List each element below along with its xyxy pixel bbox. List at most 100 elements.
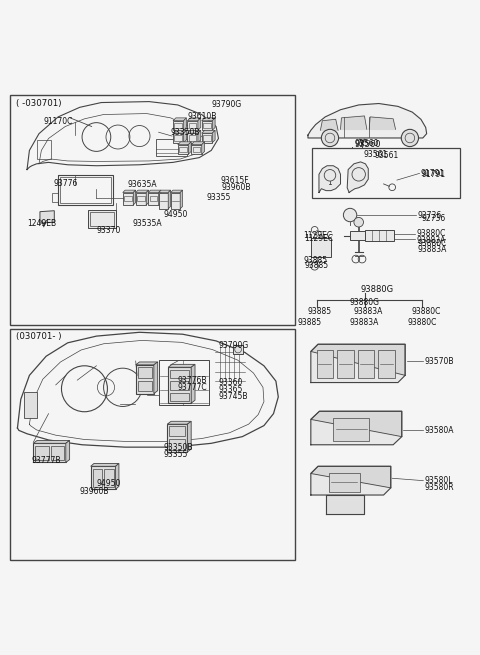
Text: 93777B: 93777B bbox=[32, 456, 61, 465]
Bar bbox=[156, 140, 187, 156]
Bar bbox=[51, 445, 64, 460]
Text: 93635A: 93635A bbox=[128, 180, 157, 189]
Text: 93790G: 93790G bbox=[218, 341, 249, 350]
Polygon shape bbox=[202, 118, 215, 121]
Bar bbox=[365, 230, 394, 241]
Bar bbox=[58, 176, 113, 205]
Polygon shape bbox=[202, 130, 215, 133]
Polygon shape bbox=[116, 464, 119, 489]
Polygon shape bbox=[180, 190, 182, 209]
Polygon shape bbox=[202, 121, 212, 130]
Polygon shape bbox=[173, 121, 183, 130]
Bar bbox=[93, 469, 102, 487]
Bar bbox=[169, 439, 185, 449]
Text: 93880G: 93880G bbox=[349, 298, 379, 307]
Text: 93885: 93885 bbox=[307, 307, 331, 316]
Polygon shape bbox=[66, 440, 70, 462]
Text: 93561: 93561 bbox=[374, 151, 398, 160]
Bar bbox=[170, 392, 189, 402]
Polygon shape bbox=[202, 141, 204, 154]
Polygon shape bbox=[369, 117, 396, 129]
Text: 93570B: 93570B bbox=[424, 356, 454, 365]
Polygon shape bbox=[167, 421, 191, 424]
Polygon shape bbox=[187, 133, 198, 143]
Polygon shape bbox=[170, 193, 180, 209]
Polygon shape bbox=[311, 411, 402, 445]
Bar bbox=[52, 193, 58, 202]
Polygon shape bbox=[123, 190, 136, 193]
Polygon shape bbox=[191, 145, 202, 154]
Polygon shape bbox=[347, 162, 368, 193]
Text: 1129EC: 1129EC bbox=[305, 234, 334, 244]
Text: 93580L: 93580L bbox=[424, 476, 453, 485]
Polygon shape bbox=[40, 211, 54, 223]
Polygon shape bbox=[183, 118, 186, 130]
Polygon shape bbox=[187, 130, 201, 133]
Text: 93883A: 93883A bbox=[416, 236, 445, 245]
Polygon shape bbox=[187, 118, 201, 121]
Text: 93776: 93776 bbox=[53, 179, 78, 189]
Polygon shape bbox=[198, 118, 201, 130]
Polygon shape bbox=[340, 116, 367, 129]
Polygon shape bbox=[326, 495, 364, 514]
Bar bbox=[189, 122, 196, 128]
Polygon shape bbox=[91, 466, 116, 489]
Bar bbox=[36, 140, 51, 159]
Polygon shape bbox=[178, 145, 188, 154]
Polygon shape bbox=[123, 193, 133, 205]
Polygon shape bbox=[154, 362, 157, 394]
Text: 93615F: 93615F bbox=[221, 176, 250, 185]
Text: 91791: 91791 bbox=[421, 169, 445, 178]
Text: 93790G: 93790G bbox=[211, 100, 241, 109]
Polygon shape bbox=[319, 166, 340, 193]
Bar bbox=[312, 148, 460, 198]
Text: 93580A: 93580A bbox=[424, 426, 454, 435]
Bar bbox=[350, 231, 367, 240]
Polygon shape bbox=[183, 130, 186, 143]
Polygon shape bbox=[148, 190, 161, 193]
Text: 93370: 93370 bbox=[96, 227, 121, 235]
Circle shape bbox=[354, 217, 363, 227]
Polygon shape bbox=[187, 121, 198, 130]
Polygon shape bbox=[212, 118, 215, 130]
Bar bbox=[317, 350, 333, 378]
Text: 94950: 94950 bbox=[163, 210, 188, 219]
Text: 1129EC: 1129EC bbox=[303, 231, 332, 240]
Text: 93560: 93560 bbox=[355, 140, 379, 148]
Polygon shape bbox=[311, 345, 405, 383]
Text: (030701- ): (030701- ) bbox=[16, 332, 61, 341]
Polygon shape bbox=[173, 118, 186, 121]
Text: 93535A: 93535A bbox=[132, 219, 162, 228]
Polygon shape bbox=[308, 103, 427, 138]
Text: 93580R: 93580R bbox=[424, 483, 454, 493]
Text: 93610B: 93610B bbox=[187, 113, 217, 121]
Bar bbox=[104, 469, 114, 487]
Bar bbox=[169, 426, 185, 436]
Polygon shape bbox=[158, 190, 170, 193]
Bar bbox=[311, 238, 331, 257]
Bar bbox=[88, 210, 116, 228]
Bar bbox=[24, 392, 37, 419]
Polygon shape bbox=[168, 364, 195, 367]
Polygon shape bbox=[148, 193, 158, 205]
Bar bbox=[337, 350, 354, 378]
Text: 91791: 91791 bbox=[422, 170, 446, 179]
Bar bbox=[203, 122, 211, 128]
Polygon shape bbox=[133, 190, 136, 205]
Text: 93885: 93885 bbox=[305, 261, 329, 270]
Bar bbox=[10, 329, 295, 559]
Text: 93960B: 93960B bbox=[80, 487, 109, 496]
Text: 93880C: 93880C bbox=[411, 307, 441, 316]
Text: 93883A: 93883A bbox=[417, 246, 446, 254]
Bar bbox=[179, 147, 187, 153]
Text: 93360: 93360 bbox=[218, 378, 243, 387]
Text: 92736: 92736 bbox=[417, 210, 441, 219]
Bar bbox=[378, 350, 395, 378]
Text: 92736: 92736 bbox=[422, 214, 446, 223]
Bar bbox=[150, 196, 157, 201]
Bar bbox=[189, 135, 196, 141]
Polygon shape bbox=[168, 190, 170, 209]
Text: 93880C: 93880C bbox=[407, 318, 436, 328]
Circle shape bbox=[322, 129, 338, 147]
Bar bbox=[60, 178, 111, 203]
